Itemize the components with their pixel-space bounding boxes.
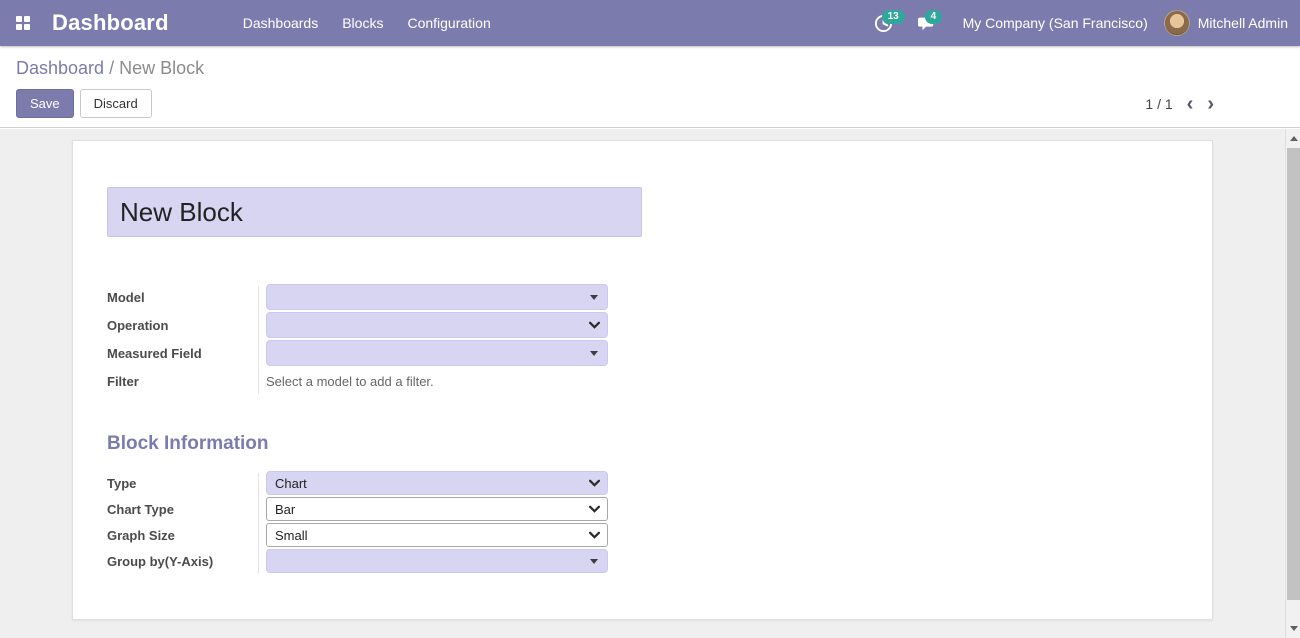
pager-previous-icon[interactable]: ‹ bbox=[1186, 92, 1194, 115]
caret-down-icon bbox=[590, 559, 598, 564]
graph-size-value: Small bbox=[275, 527, 308, 543]
menu-item-blocks[interactable]: Blocks bbox=[342, 15, 384, 31]
messages-menu-button[interactable]: 4 bbox=[905, 6, 949, 40]
field-row-type: Type Chart bbox=[107, 471, 608, 495]
graph-size-select[interactable]: Small bbox=[266, 523, 608, 547]
group-by-field[interactable] bbox=[266, 549, 608, 573]
model-field[interactable] bbox=[266, 284, 608, 310]
activity-menu-button[interactable]: 13 bbox=[862, 6, 905, 41]
scroll-up-button[interactable] bbox=[1286, 131, 1300, 146]
chevron-down-icon bbox=[589, 479, 600, 487]
field-row-group-by: Group by(Y-Axis) bbox=[107, 549, 608, 573]
form-view-container: Model Operation Meas bbox=[0, 129, 1285, 638]
vertical-scrollbar[interactable] bbox=[1285, 129, 1300, 638]
navbar-systray: 13 4 My Company (San Francisco) Mitchell… bbox=[862, 6, 1300, 41]
user-name: Mitchell Admin bbox=[1197, 15, 1288, 31]
top-menu: Dashboards Blocks Configuration bbox=[231, 2, 503, 44]
caret-down-icon bbox=[590, 295, 598, 300]
chart-type-value: Bar bbox=[275, 501, 296, 517]
apps-grid-icon bbox=[16, 16, 30, 30]
save-button[interactable]: Save bbox=[16, 89, 74, 118]
field-row-model: Model bbox=[107, 284, 608, 310]
operation-label: Operation bbox=[107, 317, 169, 333]
app-brand[interactable]: Dashboard bbox=[52, 10, 169, 35]
user-avatar bbox=[1163, 10, 1190, 36]
apps-menu-button[interactable] bbox=[0, 0, 46, 46]
model-label: Model bbox=[107, 289, 145, 305]
control-panel: Dashboard / New Block Save Discard 1 / 1… bbox=[0, 46, 1300, 128]
menu-item-dashboards[interactable]: Dashboards bbox=[242, 15, 319, 31]
chevron-down-icon bbox=[589, 531, 600, 539]
breadcrumb-parent-link[interactable]: Dashboard bbox=[16, 58, 105, 78]
graph-size-label: Graph Size bbox=[107, 527, 175, 543]
measured-field-field[interactable] bbox=[266, 340, 608, 366]
pager: 1 / 1 ‹ › bbox=[1145, 92, 1284, 115]
breadcrumb-separator: / bbox=[109, 58, 115, 78]
activity-count-badge: 13 bbox=[881, 9, 905, 24]
block-information-group: Type Chart Chart Type Bar bbox=[107, 471, 608, 575]
scrollbar-thumb[interactable] bbox=[1287, 148, 1300, 600]
company-switcher[interactable]: My Company (San Francisco) bbox=[962, 15, 1148, 31]
model-settings-group: Model Operation Meas bbox=[107, 284, 608, 396]
user-menu[interactable]: Mitchell Admin bbox=[1163, 10, 1288, 36]
type-value: Chart bbox=[275, 475, 307, 491]
scroll-down-button[interactable] bbox=[1286, 621, 1300, 636]
chevron-down-icon bbox=[589, 321, 600, 329]
form-sheet: Model Operation Meas bbox=[72, 140, 1213, 620]
block-name-input[interactable] bbox=[107, 187, 642, 237]
field-row-filter: Filter Select a model to add a filter. bbox=[107, 368, 608, 394]
chart-type-select[interactable]: Bar bbox=[266, 497, 608, 521]
group-by-label: Group by(Y-Axis) bbox=[107, 553, 214, 569]
breadcrumb-current: New Block bbox=[119, 58, 205, 78]
menu-item-configuration[interactable]: Configuration bbox=[407, 15, 491, 31]
control-panel-buttons-row: Save Discard 1 / 1 ‹ › bbox=[16, 89, 1284, 118]
scroll-up-icon bbox=[1289, 136, 1298, 141]
top-navbar: Dashboard Dashboards Blocks Configuratio… bbox=[0, 0, 1300, 46]
filter-helper-text: Select a model to add a filter. bbox=[266, 373, 434, 389]
discard-button[interactable]: Discard bbox=[79, 89, 152, 118]
field-row-measured-field: Measured Field bbox=[107, 340, 608, 366]
section-title-block-information: Block Information bbox=[107, 433, 269, 454]
message-count-badge: 4 bbox=[924, 10, 943, 24]
filter-label: Filter bbox=[107, 373, 139, 389]
operation-select[interactable] bbox=[266, 312, 608, 338]
chart-type-label: Chart Type bbox=[107, 501, 174, 517]
field-row-operation: Operation bbox=[107, 312, 608, 338]
field-row-graph-size: Graph Size Small bbox=[107, 523, 608, 547]
caret-down-icon bbox=[590, 351, 598, 356]
breadcrumb: Dashboard / New Block bbox=[16, 46, 1284, 79]
type-select[interactable]: Chart bbox=[266, 471, 608, 495]
pager-next-icon[interactable]: › bbox=[1207, 92, 1214, 115]
measured-field-label: Measured Field bbox=[107, 345, 202, 361]
scroll-down-icon bbox=[1289, 626, 1298, 631]
pager-value: 1 / 1 bbox=[1145, 95, 1173, 112]
type-label: Type bbox=[107, 475, 137, 491]
chevron-down-icon bbox=[589, 505, 600, 513]
field-row-chart-type: Chart Type Bar bbox=[107, 497, 608, 521]
